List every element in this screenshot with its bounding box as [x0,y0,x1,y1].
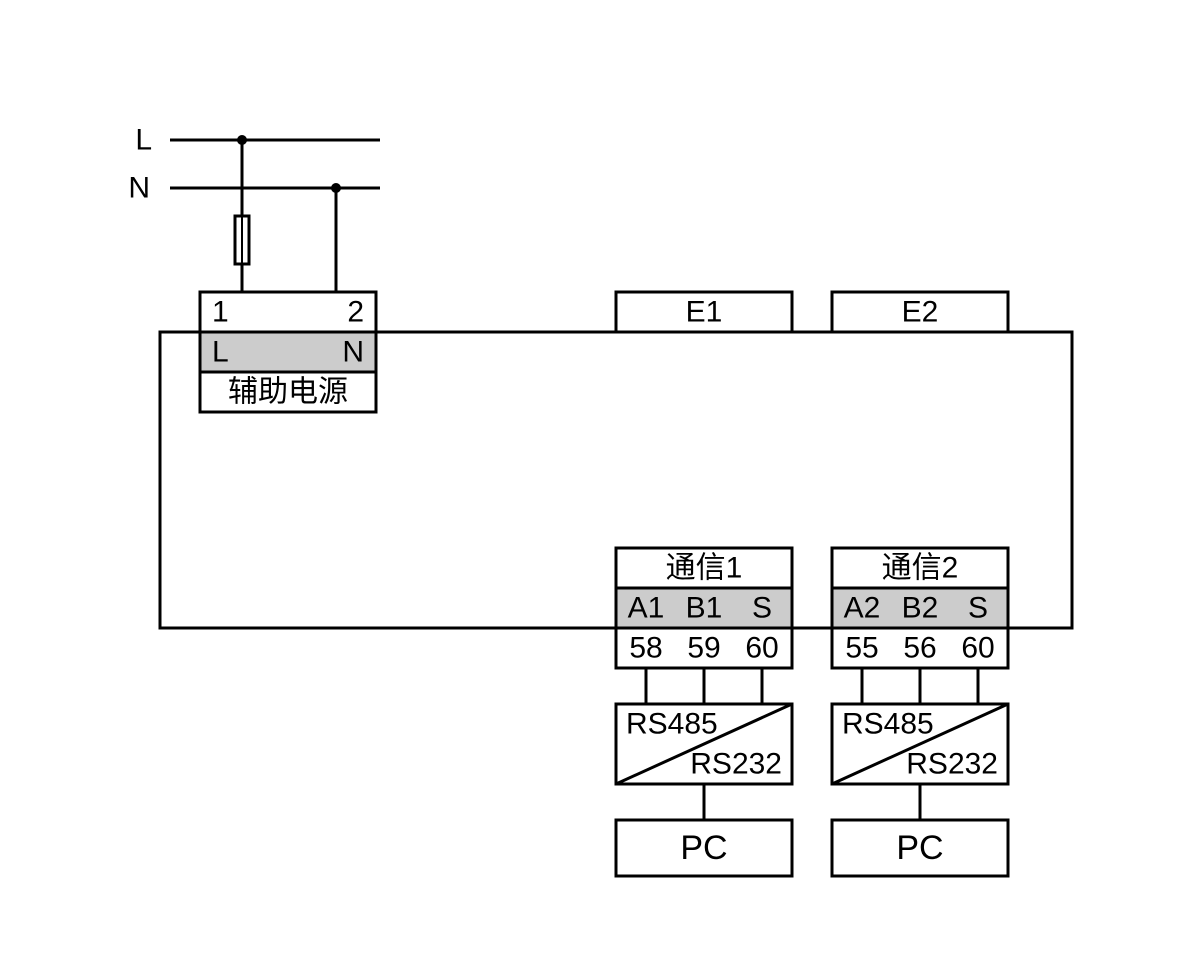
terminal-1: 1 [212,296,229,329]
terminal-L: L [212,336,229,369]
comm-title: 通信2 [882,552,959,585]
converter-bot-label: RS232 [690,748,782,781]
comm-pin: S [752,592,772,625]
converter-top-label: RS485 [842,708,934,741]
comm-pin: A2 [844,592,881,625]
comm-pin: A1 [628,592,665,625]
comm-pin: S [968,592,988,625]
comm-title: 通信1 [666,552,743,585]
comm-terminal-num: 58 [629,632,662,665]
label-N: N [128,172,150,205]
e-box-label: E1 [686,296,723,329]
wiring-diagram: LN12LN辅助电源E1E2通信1A1B1S585960通信2A2B2S5556… [0,0,1200,968]
e-box-label: E2 [902,296,939,329]
label-L: L [135,124,152,157]
pc-label: PC [896,829,943,867]
aux-power-label: 辅助电源 [228,376,348,409]
terminal-2: 2 [347,296,364,329]
comm-terminal-num: 60 [745,632,778,665]
pc-label: PC [680,829,727,867]
comm-pin: B1 [686,592,723,625]
terminal-N: N [342,336,364,369]
comm-pin: B2 [902,592,939,625]
comm-terminal-num: 55 [845,632,878,665]
converter-bot-label: RS232 [906,748,998,781]
converter-top-label: RS485 [626,708,718,741]
comm-terminal-num: 56 [903,632,936,665]
comm-terminal-num: 60 [961,632,994,665]
comm-terminal-num: 59 [687,632,720,665]
